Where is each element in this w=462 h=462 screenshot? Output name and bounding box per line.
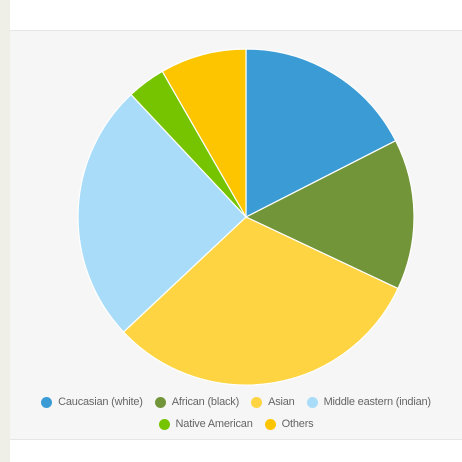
legend-label: Native American	[175, 418, 253, 430]
legend-item-caucasian-white[interactable]: Caucasian (white)	[41, 396, 143, 408]
legend-label: Others	[281, 418, 314, 430]
pie-slice-caucasian-white[interactable]	[245, 48, 397, 218]
pie-slice-african-black[interactable]	[244, 139, 415, 290]
legend-item-others[interactable]: Others	[264, 418, 314, 430]
legend-item-native-american[interactable]: Native American	[158, 418, 253, 430]
legend-label: Middle eastern (indian)	[323, 396, 431, 408]
legend-swatch-icon	[264, 418, 276, 430]
pie-slice-others[interactable]	[161, 48, 247, 220]
legend-row: Native American Others	[10, 413, 462, 435]
legend-item-asian[interactable]: Asian	[251, 396, 295, 408]
legend-item-middle-eastern-indian[interactable]: Middle eastern (indian)	[306, 396, 431, 408]
chart-legend: Caucasian (white) African (black) Asian Mid…	[10, 391, 462, 441]
legend-label: Caucasian (white)	[58, 396, 143, 408]
legend-swatch-icon	[306, 396, 318, 408]
legend-swatch-icon	[41, 396, 53, 408]
chart-panel: Caucasian (white) African (black) Asian Mid…	[10, 30, 462, 440]
legend-swatch-icon	[154, 396, 166, 408]
legend-swatch-icon	[251, 396, 263, 408]
legend-item-african-black[interactable]: African (black)	[154, 396, 240, 408]
legend-swatch-icon	[158, 418, 170, 430]
pie-slice-asian[interactable]	[122, 216, 399, 386]
legend-label: African (black)	[171, 396, 240, 408]
legend-label: Asian	[268, 396, 295, 408]
pie-slice-middle-eastern-indian[interactable]	[77, 93, 247, 333]
legend-row: Caucasian (white) African (black) Asian Mid…	[10, 391, 462, 413]
pie-chart	[77, 48, 415, 386]
